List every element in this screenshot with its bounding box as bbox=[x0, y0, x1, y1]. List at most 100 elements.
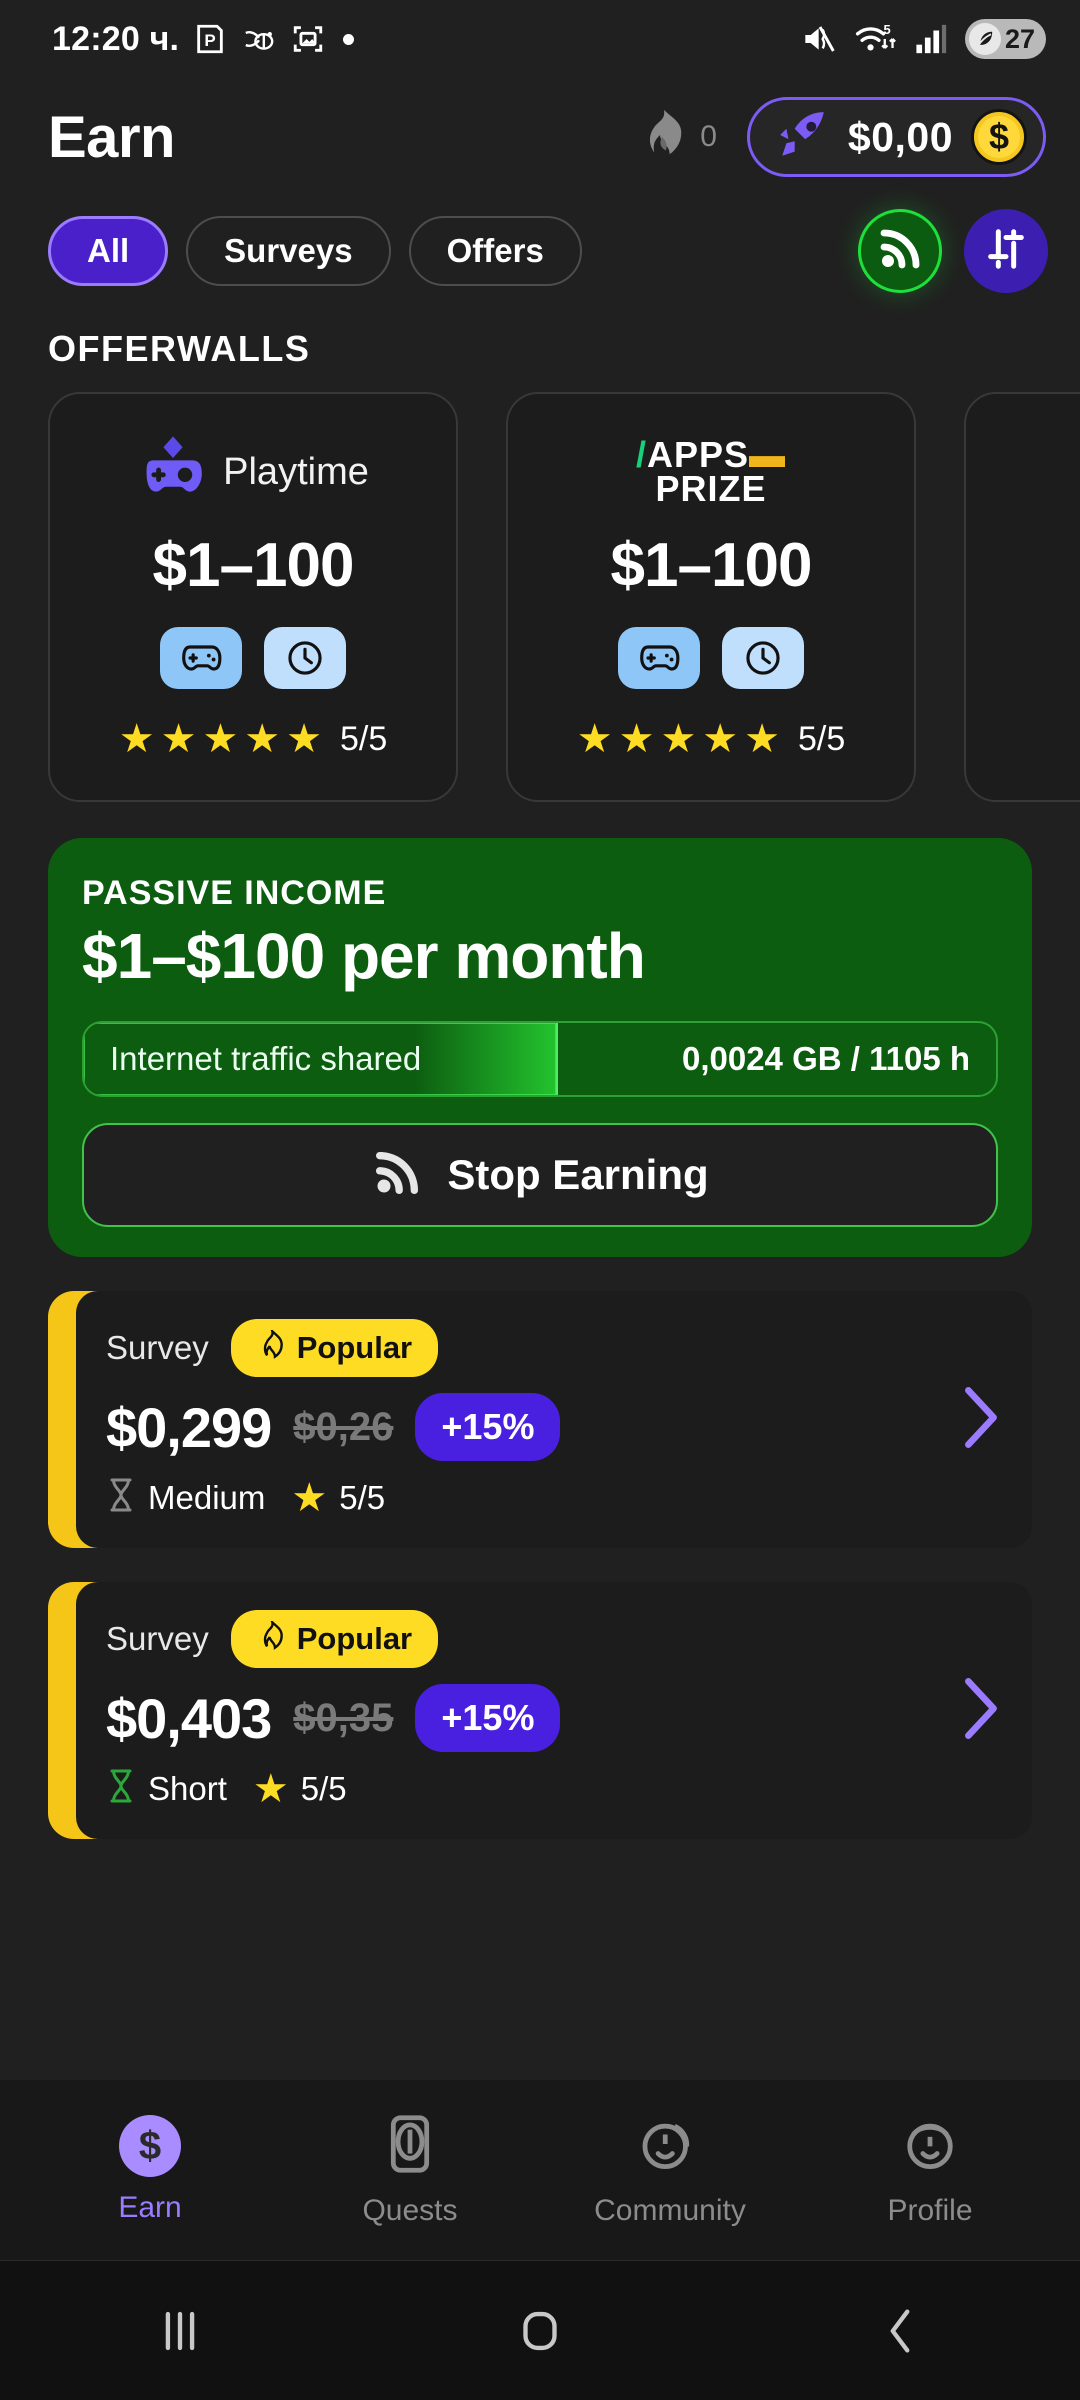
star-icon: ★ bbox=[660, 717, 697, 761]
clock-icon bbox=[264, 627, 346, 689]
passive-income-stats: Internet traffic shared 0,0024 GB / 1105… bbox=[82, 1021, 998, 1097]
offerwall-name: Playtime bbox=[223, 450, 369, 493]
survey-old-price: $0,26 bbox=[293, 1404, 394, 1449]
popular-badge-label: Popular bbox=[296, 1621, 413, 1656]
stop-earning-button[interactable]: Stop Earning bbox=[82, 1123, 998, 1227]
flame-icon bbox=[257, 1326, 285, 1367]
survey-price: $0,403 bbox=[106, 1686, 272, 1750]
svg-text:5: 5 bbox=[883, 22, 890, 37]
popular-badge-label: Popular bbox=[296, 1330, 413, 1365]
power-saving-leaf-icon bbox=[968, 23, 1001, 55]
gamepad-diamond-icon bbox=[137, 434, 209, 511]
nav-label: Community bbox=[594, 2193, 746, 2227]
survey-boost-badge: +15% bbox=[415, 1393, 561, 1461]
flame-icon bbox=[257, 1617, 285, 1658]
rocket-icon bbox=[776, 108, 830, 167]
bee-icon bbox=[241, 24, 277, 54]
passive-income-progress bbox=[84, 1023, 559, 1095]
svg-text:P: P bbox=[205, 31, 216, 50]
content-scroll-area[interactable]: OFFERWALLS Playtime $1–100 bbox=[0, 306, 1080, 2080]
bottom-navigation: $ Earn Quests Community Profile bbox=[0, 2080, 1080, 2260]
passive-income-amount: $1–$100 per month bbox=[82, 920, 646, 992]
offerwall-card[interactable]: Playtime $1–100 ★ ★ ★ ★ ★ bbox=[48, 392, 458, 802]
quests-icon bbox=[381, 2113, 439, 2180]
app-header: Earn 0 $0,00 $ bbox=[0, 78, 1080, 196]
survey-price: $0,299 bbox=[106, 1395, 272, 1459]
nav-label: Quests bbox=[362, 2193, 458, 2227]
popular-badge: Popular bbox=[230, 1319, 439, 1377]
offerwall-card[interactable]: /APPS▬ PRIZE $1–100 ★ ★ ★ bbox=[506, 392, 916, 802]
back-icon[interactable] bbox=[840, 2271, 960, 2391]
nav-item-earn[interactable]: $ Earn bbox=[20, 2115, 280, 2225]
offerwalls-carousel[interactable]: Playtime $1–100 ★ ★ ★ ★ ★ bbox=[0, 392, 1080, 802]
parking-p-icon: P bbox=[193, 22, 227, 56]
nav-item-profile[interactable]: Profile bbox=[800, 2113, 1060, 2228]
survey-card[interactable]: Survey Popular $0,403 $0,35 +15% bbox=[48, 1582, 1032, 1839]
offerwalls-section-title: OFFERWALLS bbox=[48, 328, 311, 369]
survey-duration: Short bbox=[148, 1769, 227, 1807]
survey-rating: 5/5 bbox=[300, 1769, 347, 1807]
nav-label: Profile bbox=[887, 2193, 973, 2227]
offerwall-badges bbox=[160, 627, 346, 689]
filter-row: All Surveys Offers bbox=[0, 196, 1080, 306]
offerwall-logo-line2: PRIZE bbox=[655, 468, 767, 509]
offerwall-logo: Playtime bbox=[137, 434, 369, 511]
rss-signal-icon bbox=[876, 225, 924, 278]
dot-indicator bbox=[343, 33, 355, 45]
survey-kind: Survey bbox=[106, 1329, 209, 1366]
streak-indicator[interactable]: 0 bbox=[638, 108, 717, 167]
gamepad-icon bbox=[618, 627, 700, 689]
sliders-icon bbox=[983, 226, 1029, 277]
balance-button[interactable]: $0,00 $ bbox=[746, 97, 1046, 177]
survey-card[interactable]: Survey Popular $0,299 $0,26 +15% bbox=[48, 1291, 1032, 1548]
nav-item-quests[interactable]: Quests bbox=[280, 2113, 540, 2228]
community-icon bbox=[639, 2113, 701, 2180]
filter-chip-offers[interactable]: Offers bbox=[408, 216, 582, 286]
offerwall-amount: $1–100 bbox=[610, 531, 813, 600]
passive-income-label: PASSIVE INCOME bbox=[82, 874, 387, 912]
offerwall-rating-value: 5/5 bbox=[340, 719, 388, 758]
profile-icon bbox=[899, 2113, 961, 2180]
battery-percent: 27 bbox=[1004, 23, 1035, 54]
chevron-right-icon[interactable] bbox=[960, 1384, 1000, 1455]
apps-prize-wordmark: /APPS▬ PRIZE bbox=[635, 433, 787, 509]
survey-kind: Survey bbox=[106, 1620, 209, 1657]
home-icon[interactable] bbox=[480, 2271, 600, 2391]
passive-income-toggle-button[interactable] bbox=[858, 209, 942, 293]
mute-vibrate-icon bbox=[801, 23, 839, 55]
nav-item-community[interactable]: Community bbox=[540, 2113, 800, 2228]
coin-icon: $ bbox=[971, 109, 1027, 165]
offerwall-rating-value: 5/5 bbox=[798, 719, 846, 758]
filter-chip-all[interactable]: All bbox=[48, 216, 169, 286]
android-navigation-bar bbox=[0, 2260, 1080, 2400]
chevron-right-icon[interactable] bbox=[960, 1675, 1000, 1746]
star-icon: ★ bbox=[244, 717, 281, 761]
star-icon: ★ bbox=[291, 1475, 328, 1520]
balance-amount: $0,00 bbox=[847, 113, 953, 160]
filter-settings-button[interactable] bbox=[964, 209, 1048, 293]
survey-rating: 5/5 bbox=[339, 1478, 386, 1516]
offerwall-logo-line1: APPS bbox=[646, 433, 750, 475]
offerwall-rating: ★ ★ ★ ★ ★ 5/5 bbox=[577, 719, 846, 759]
hourglass-icon bbox=[106, 1768, 136, 1809]
passive-income-card[interactable]: PASSIVE INCOME $1–$100 per month Interne… bbox=[48, 838, 1032, 1257]
star-icon: ★ bbox=[702, 717, 739, 761]
wifi-5-icon: 5 bbox=[855, 22, 899, 56]
nav-label: Earn bbox=[118, 2191, 182, 2224]
star-icon: ★ bbox=[744, 717, 781, 761]
streak-count: 0 bbox=[700, 120, 717, 153]
flame-icon bbox=[638, 108, 686, 167]
star-icon: ★ bbox=[160, 717, 197, 761]
stats-label: Internet traffic shared bbox=[110, 1040, 422, 1077]
screenshot-capture-icon bbox=[291, 22, 325, 56]
star-icon: ★ bbox=[118, 717, 155, 761]
offerwall-badges bbox=[618, 627, 804, 689]
recents-icon[interactable] bbox=[120, 2271, 240, 2391]
filter-chip-surveys[interactable]: Surveys bbox=[186, 216, 391, 286]
survey-duration: Medium bbox=[148, 1478, 266, 1516]
star-icon: ★ bbox=[576, 717, 613, 761]
stats-value: 0,0024 GB / 1105 h bbox=[681, 1040, 970, 1077]
star-icon: ★ bbox=[252, 1766, 289, 1811]
survey-old-price: $0,35 bbox=[293, 1695, 394, 1740]
offerwall-card[interactable]: $ ★ ★ bbox=[964, 392, 1080, 802]
